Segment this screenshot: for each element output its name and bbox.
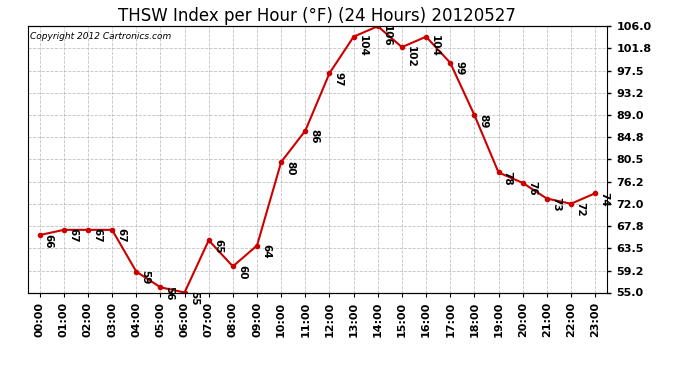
- Text: 72: 72: [575, 202, 585, 217]
- Text: 56: 56: [165, 286, 175, 300]
- Text: 102: 102: [406, 46, 416, 68]
- Text: 89: 89: [479, 114, 489, 128]
- Text: Copyright 2012 Cartronics.com: Copyright 2012 Cartronics.com: [30, 32, 172, 40]
- Text: 66: 66: [44, 234, 54, 248]
- Text: 60: 60: [237, 265, 247, 279]
- Text: 67: 67: [117, 228, 126, 243]
- Text: 106: 106: [382, 25, 392, 46]
- Text: 73: 73: [551, 197, 561, 212]
- Text: 65: 65: [213, 239, 223, 254]
- Text: 74: 74: [600, 192, 609, 207]
- Text: 80: 80: [286, 160, 295, 175]
- Text: 67: 67: [92, 228, 102, 243]
- Text: 76: 76: [527, 182, 537, 196]
- Text: 104: 104: [431, 35, 440, 57]
- Text: 99: 99: [455, 62, 464, 76]
- Text: 78: 78: [503, 171, 513, 186]
- Title: THSW Index per Hour (°F) (24 Hours) 20120527: THSW Index per Hour (°F) (24 Hours) 2012…: [119, 7, 516, 25]
- Text: 97: 97: [334, 72, 344, 86]
- Text: 104: 104: [358, 35, 368, 57]
- Text: 86: 86: [310, 129, 319, 144]
- Text: 67: 67: [68, 228, 78, 243]
- Text: 55: 55: [189, 291, 199, 306]
- Text: 59: 59: [141, 270, 150, 285]
- Text: 64: 64: [262, 244, 271, 259]
